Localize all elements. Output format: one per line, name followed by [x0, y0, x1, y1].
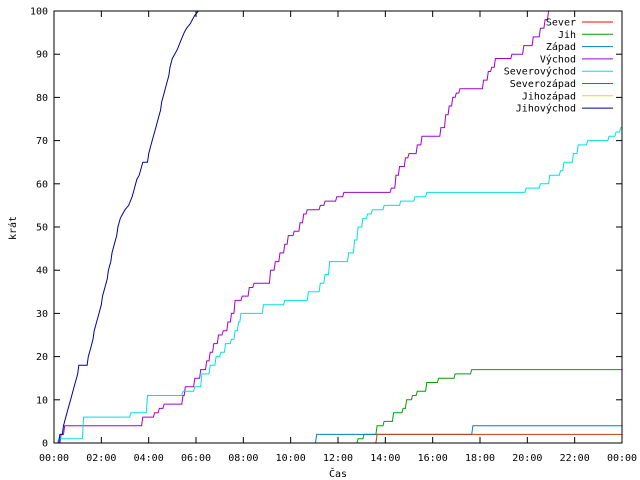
- y-tick-label: 40: [36, 266, 48, 277]
- x-tick-label: 10:00: [276, 453, 306, 464]
- x-tick-label: 16:00: [418, 453, 448, 464]
- legend-label: Sever: [546, 18, 576, 29]
- x-tick-label: 02:00: [86, 453, 116, 464]
- x-axis-label: Čas: [329, 467, 347, 480]
- y-tick-label: 90: [36, 50, 48, 61]
- axis-ticks: 0 10 20 30 40 50 60 70 80 90 100 00:00 02:00 04:00 06:…: [30, 7, 637, 465]
- series-line-8: [54, 11, 199, 443]
- x-tick-label: 06:00: [181, 453, 211, 464]
- y-tick-label: 70: [36, 136, 48, 147]
- series-layer: [54, 11, 622, 443]
- y-tick-label: 100: [30, 7, 48, 18]
- y-axis-label: krát: [7, 216, 19, 240]
- legend-label: Západ: [546, 41, 576, 53]
- legend-label: Severovýchod: [504, 66, 576, 78]
- x-tick-label: 18:00: [465, 453, 495, 464]
- x-tick-label: 20:00: [512, 453, 542, 464]
- legend-label: Východ: [540, 53, 576, 65]
- x-tick-label: 00:00: [607, 453, 637, 464]
- x-tick-label: 14:00: [370, 453, 400, 464]
- x-tick-label: 00:00: [39, 453, 69, 464]
- series-line-6: [54, 433, 622, 443]
- x-tick-label: 04:00: [134, 453, 164, 464]
- series-line-5: [54, 127, 622, 443]
- legend-label: Jih: [558, 30, 576, 41]
- series-line-2: [54, 369, 622, 443]
- legend-label: Jihovýchod: [516, 103, 576, 115]
- y-tick-label: 20: [36, 352, 48, 363]
- x-tick-label: 22:00: [560, 453, 590, 464]
- y-tick-label: 80: [36, 93, 48, 104]
- series-line-4: [54, 11, 551, 443]
- x-tick-label: 12:00: [323, 453, 353, 464]
- legend-label: Severozápad: [510, 78, 576, 90]
- legend: SeverJihZápadVýchodSeverovýchodSeverozáp…: [504, 18, 613, 115]
- y-tick-label: 30: [36, 309, 48, 320]
- x-tick-label: 08:00: [228, 453, 258, 464]
- y-tick-label: 10: [36, 395, 48, 406]
- legend-label: Jihozápad: [522, 90, 576, 102]
- y-tick-label: 0: [42, 439, 48, 450]
- y-tick-label: 60: [36, 179, 48, 190]
- y-tick-label: 50: [36, 223, 48, 234]
